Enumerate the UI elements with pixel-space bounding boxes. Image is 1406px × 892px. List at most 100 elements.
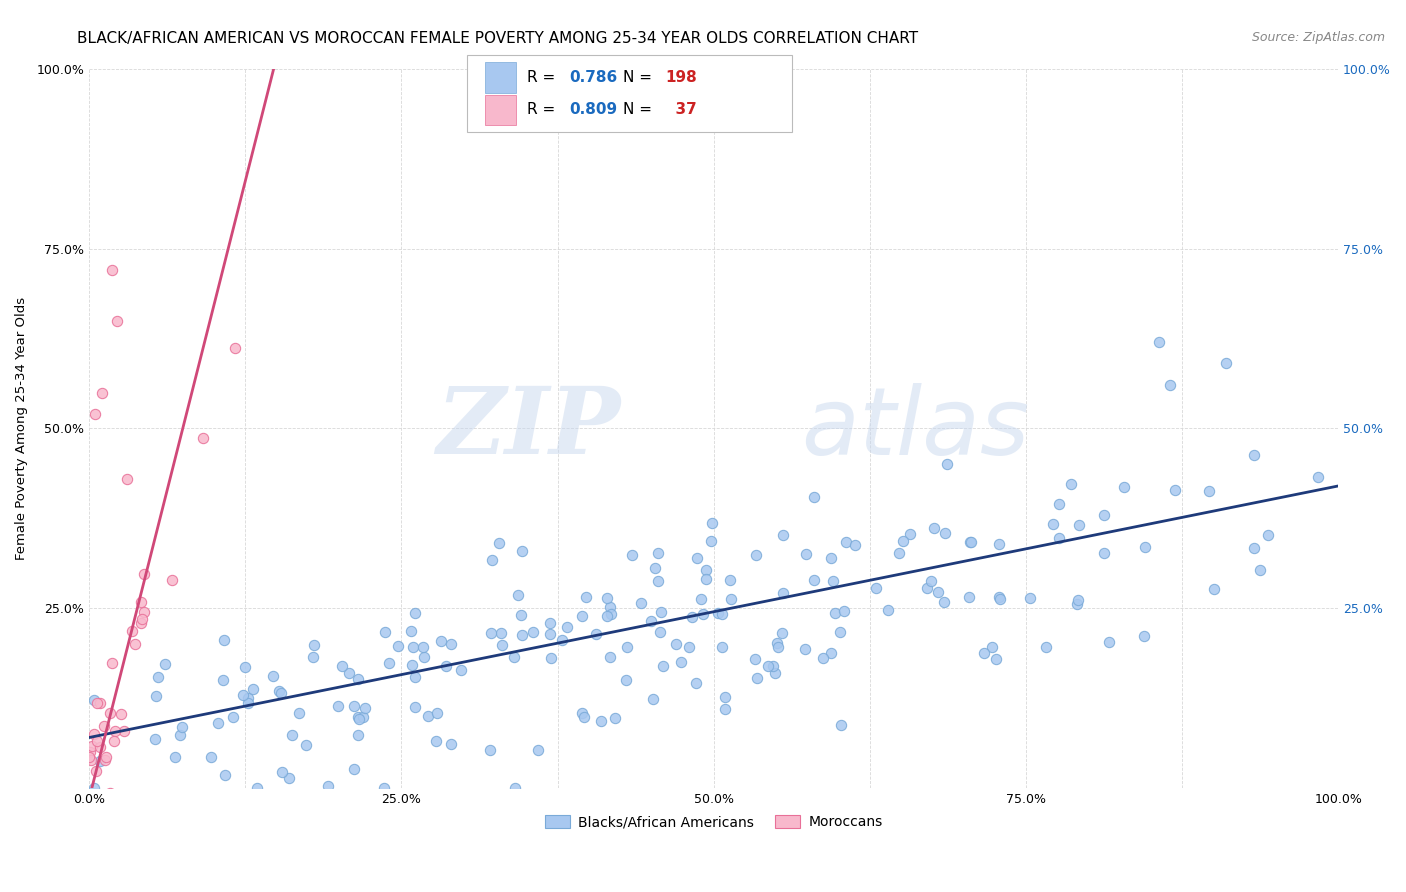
Point (988, 590, 1011, 604)
Point (538, 616, 561, 631)
Point (980, 640, 1002, 654)
Point (100, 263, 122, 277)
Point (90, 385, 112, 400)
Point (932, 594, 955, 608)
Point (214, 633, 236, 648)
Point (690, 591, 713, 606)
Point (927, 585, 949, 599)
Point (148, 670, 170, 684)
Point (1257, 528, 1279, 542)
Text: 0.809: 0.809 (569, 103, 617, 117)
Point (713, 690, 735, 705)
Point (647, 574, 669, 589)
Point (232, 688, 254, 702)
Point (1092, 508, 1115, 522)
Point (1135, 540, 1157, 554)
Point (115, 472, 138, 486)
Point (768, 640, 790, 654)
Point (522, 625, 544, 640)
Text: N =: N = (623, 70, 657, 85)
Point (710, 640, 733, 654)
Point (200, 750, 222, 764)
Point (893, 534, 915, 549)
Point (922, 521, 945, 535)
Point (575, 591, 598, 605)
Point (110, 706, 132, 721)
Point (1098, 635, 1121, 649)
Point (572, 710, 595, 724)
Point (450, 663, 472, 677)
Point (509, 607, 531, 622)
Point (82, 807, 104, 822)
Point (503, 780, 526, 795)
Point (765, 636, 787, 650)
Point (425, 734, 447, 748)
Point (105, 313, 128, 327)
Point (86, 696, 108, 710)
Point (112, 724, 135, 739)
Point (820, 646, 842, 660)
Point (555, 620, 578, 634)
Point (481, 553, 503, 567)
Point (821, 574, 844, 588)
Point (93, 719, 115, 733)
Point (1164, 483, 1187, 497)
Point (86, 764, 108, 779)
Point (762, 659, 785, 673)
Point (399, 624, 422, 638)
Point (343, 698, 366, 713)
Point (401, 657, 423, 672)
Point (270, 685, 292, 699)
Point (643, 692, 665, 706)
Point (489, 625, 512, 640)
Point (82, 739, 104, 753)
Point (430, 633, 453, 648)
Point (402, 640, 425, 654)
Point (1042, 516, 1064, 531)
Point (934, 525, 956, 540)
Point (644, 561, 666, 575)
Point (412, 640, 434, 655)
Point (711, 607, 734, 622)
Point (793, 642, 815, 657)
Point (235, 660, 257, 674)
Point (98, 786, 121, 800)
Point (302, 638, 325, 652)
Point (640, 615, 662, 629)
Point (374, 625, 396, 640)
Point (491, 638, 513, 652)
Point (596, 608, 619, 623)
Point (1066, 597, 1088, 611)
Point (844, 538, 866, 552)
Point (1306, 470, 1329, 484)
Point (246, 780, 269, 795)
Point (86, 734, 108, 748)
Point (803, 490, 825, 504)
Point (262, 669, 284, 683)
Point (1035, 640, 1057, 655)
Point (426, 706, 449, 720)
Point (772, 586, 794, 600)
Point (1159, 378, 1181, 392)
Point (599, 607, 621, 621)
Point (811, 651, 834, 665)
Point (326, 698, 349, 713)
Point (278, 772, 301, 786)
Point (665, 637, 688, 651)
Point (89, 754, 111, 768)
Point (630, 596, 652, 610)
Point (1215, 357, 1237, 371)
Point (1114, 480, 1136, 494)
Text: Source: ZipAtlas.com: Source: ZipAtlas.com (1251, 31, 1385, 45)
Point (132, 566, 155, 581)
Point (702, 516, 724, 531)
Point (692, 607, 714, 621)
Point (616, 673, 638, 688)
Point (169, 728, 191, 742)
Point (89, 740, 111, 755)
Text: atlas: atlas (801, 383, 1029, 474)
Point (987, 537, 1010, 551)
Point (132, 605, 155, 619)
Point (695, 563, 717, 577)
Point (959, 535, 981, 549)
